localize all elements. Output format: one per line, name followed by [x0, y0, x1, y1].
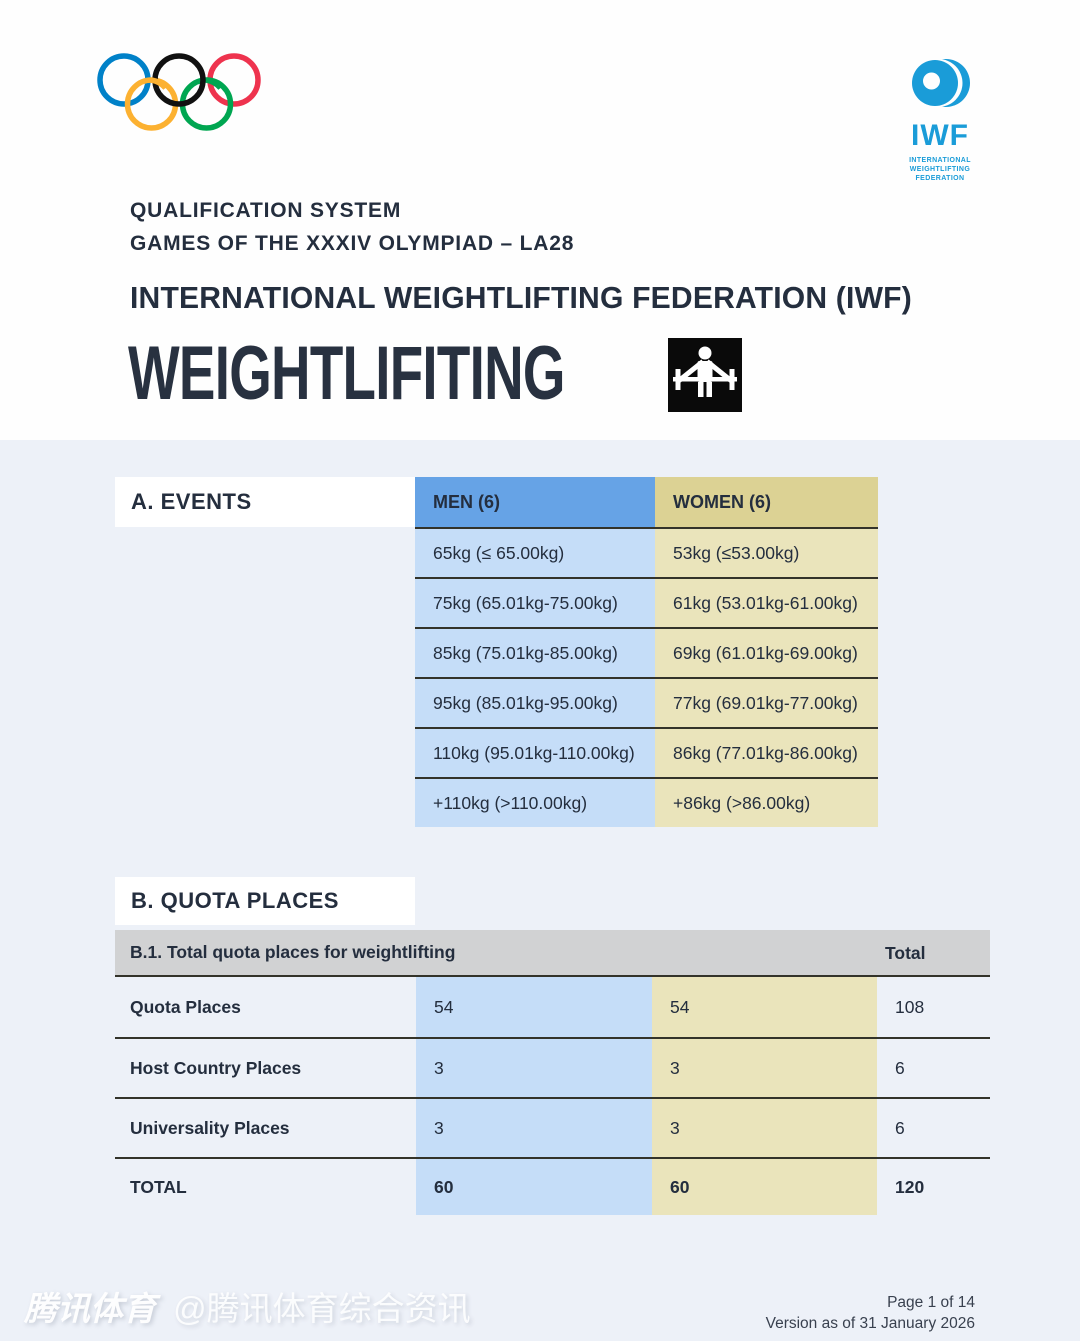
quota-women-value: 54: [652, 977, 877, 1037]
title-line-1: QUALIFICATION SYSTEM: [130, 199, 402, 222]
table-row: Universality Places 3 3 6: [115, 1097, 990, 1157]
weightlifting-pictogram-icon: [668, 338, 742, 412]
quota-row-label: Host Country Places: [130, 1057, 302, 1078]
version-info: Version as of 31 January 2026: [765, 1315, 975, 1332]
quota-total-value: 6: [895, 1117, 905, 1138]
watermark-brand: 腾讯体育: [24, 1290, 156, 1327]
iwf-logo-subtext: INTERNATIONAL WEIGHTLIFTING FEDERATION: [909, 157, 971, 182]
table-row: 95kg (85.01kg-95.00kg) 77kg (69.01kg-77.…: [415, 677, 878, 727]
qualification-title: QUALIFICATION SYSTEM GAMES OF THE XXXIV …: [130, 194, 574, 260]
women-weight-class: 77kg (69.01kg-77.00kg): [655, 679, 878, 727]
quota-row-label: TOTAL: [130, 1176, 187, 1197]
men-weight-class: +110kg (>110.00kg): [415, 779, 655, 827]
quota-section-title: B. QUOTA PLACES: [115, 877, 415, 925]
olympic-rings-icon: [97, 53, 261, 131]
men-weight-class: 75kg (65.01kg-75.00kg): [415, 579, 655, 627]
quota-men-value: 3: [416, 1099, 652, 1157]
quota-table-header: B.1. Total quota places for weightliftin…: [115, 930, 990, 977]
page-number: Page 1 of 14: [887, 1294, 975, 1311]
table-row: 65kg (≤ 65.00kg) 53kg (≤53.00kg): [415, 527, 878, 577]
quota-women-value: 3: [652, 1099, 877, 1157]
women-weight-class: 53kg (≤53.00kg): [655, 529, 878, 577]
events-section-title: A. EVENTS: [115, 477, 415, 527]
total-column-header: Total: [885, 943, 926, 963]
watermark: 腾讯体育 @腾讯体育综合资讯: [24, 1282, 471, 1330]
quota-men-value: 3: [416, 1039, 652, 1097]
men-weight-class: 85kg (75.01kg-85.00kg): [415, 629, 655, 677]
quota-table: B.1. Total quota places for weightliftin…: [115, 930, 990, 1215]
table-row-total: TOTAL 60 60 120: [115, 1157, 990, 1215]
quota-total-value: 108: [895, 996, 925, 1017]
men-weight-class: 95kg (85.01kg-95.00kg): [415, 679, 655, 727]
women-weight-class: 69kg (61.01kg-69.00kg): [655, 629, 878, 677]
quota-row-label: Quota Places: [130, 996, 241, 1017]
iwf-plate-icon: [912, 59, 970, 107]
events-table-header: MEN (6) WOMEN (6): [415, 477, 878, 527]
quota-total-value: 120: [895, 1176, 925, 1197]
men-weight-class: 110kg (95.01kg-110.00kg): [415, 729, 655, 777]
men-column-header: MEN (6): [415, 477, 655, 527]
table-row: 110kg (95.01kg-110.00kg) 86kg (77.01kg-8…: [415, 727, 878, 777]
quota-women-value: 3: [652, 1039, 877, 1097]
table-row: Host Country Places 3 3 6: [115, 1037, 990, 1097]
quota-table-title: B.1. Total quota places for weightliftin…: [130, 942, 456, 962]
quota-row-label: Universality Places: [130, 1117, 290, 1138]
quota-women-value: 60: [652, 1159, 877, 1215]
table-row: +110kg (>110.00kg) +86kg (>86.00kg): [415, 777, 878, 827]
page-footer-info: Page 1 of 14 Version as of 31 January 20…: [766, 1292, 975, 1334]
title-line-2: GAMES OF THE XXXIV OLYMPIAD – LA28: [130, 232, 575, 255]
events-table: MEN (6) WOMEN (6) 65kg (≤ 65.00kg) 53kg …: [415, 477, 878, 827]
sport-title: WEIGHTLIFITING: [128, 331, 565, 416]
women-weight-class: +86kg (>86.00kg): [655, 779, 878, 827]
quota-total-value: 6: [895, 1057, 905, 1078]
women-weight-class: 61kg (53.01kg-61.00kg): [655, 579, 878, 627]
table-row: 85kg (75.01kg-85.00kg) 69kg (61.01kg-69.…: [415, 627, 878, 677]
men-weight-class: 65kg (≤ 65.00kg): [415, 529, 655, 577]
federation-subtitle: INTERNATIONAL WEIGHTLIFTING FEDERATION (…: [130, 280, 912, 315]
iwf-wordmark: IWF: [911, 119, 969, 152]
document-header: IWF INTERNATIONAL WEIGHTLIFTING FEDERATI…: [0, 0, 1080, 440]
iwf-logo: IWF INTERNATIONAL WEIGHTLIFTING FEDERATI…: [896, 56, 984, 183]
women-column-header: WOMEN (6): [655, 477, 878, 527]
women-weight-class: 86kg (77.01kg-86.00kg): [655, 729, 878, 777]
table-row: Quota Places 54 54 108: [115, 977, 990, 1037]
quota-men-value: 54: [416, 977, 652, 1037]
table-row: 75kg (65.01kg-75.00kg) 61kg (53.01kg-61.…: [415, 577, 878, 627]
watermark-handle: @腾讯体育综合资讯: [173, 1290, 471, 1327]
quota-men-value: 60: [416, 1159, 652, 1215]
